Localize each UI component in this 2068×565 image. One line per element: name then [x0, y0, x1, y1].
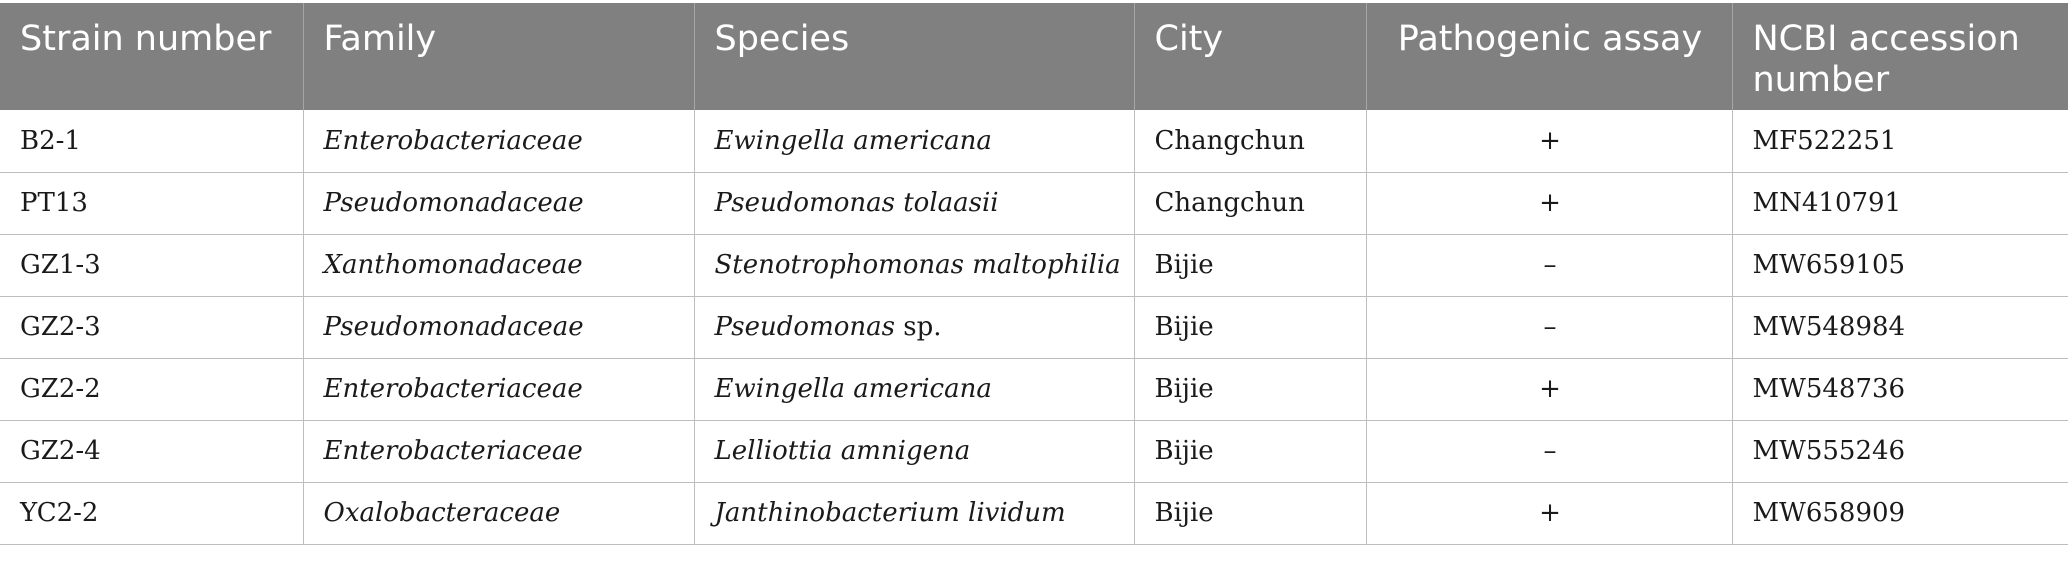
strain-table-container: Strain number Family Species City Pathog…	[0, 3, 2068, 545]
accession-cell: MF522251	[1732, 110, 2068, 173]
pathogenic-cell: +	[1366, 482, 1733, 545]
table-row: PT13 Pseudomonadaceae Pseudomonas tolaas…	[0, 172, 2068, 235]
species-name: Ewingella americana	[714, 125, 992, 156]
strain-cell: PT13	[0, 172, 304, 235]
strain-cell: YC2-2	[0, 482, 304, 545]
table-row: GZ1-3 Xanthomonadaceae Stenotrophomonas …	[0, 234, 2068, 297]
table-body: B2-1 Enterobacteriaceae Ewingella americ…	[0, 110, 2068, 545]
city-cell: Bijie	[1134, 234, 1367, 297]
header-ncbi-accession: NCBI accession number	[1732, 3, 2068, 110]
species-cell: Pseudomonas sp.	[694, 296, 1135, 359]
city-cell: Bijie	[1134, 358, 1367, 421]
accession-cell: MW555246	[1732, 420, 2068, 483]
species-cell: Lelliottia amnigena	[694, 420, 1135, 483]
table-row: YC2-2 Oxalobacteraceae Janthinobacterium…	[0, 482, 2068, 545]
table-row: GZ2-2 Enterobacteriaceae Ewingella ameri…	[0, 358, 2068, 421]
species-cell: Pseudomonas tolaasii	[694, 172, 1135, 235]
species-cell: Ewingella americana	[694, 110, 1135, 173]
accession-cell: MW659105	[1732, 234, 2068, 297]
pathogenic-cell: +	[1366, 172, 1733, 235]
city-cell: Bijie	[1134, 420, 1367, 483]
header-species: Species	[694, 3, 1135, 110]
table-row: B2-1 Enterobacteriaceae Ewingella americ…	[0, 110, 2068, 173]
family-cell: Oxalobacteraceae	[303, 482, 695, 545]
species-cell: Janthinobacterium lividum	[694, 482, 1135, 545]
species-name: Ewingella americana	[714, 374, 992, 404]
pathogenic-cell: +	[1366, 110, 1733, 173]
family-cell: Enterobacteriaceae	[303, 358, 695, 421]
header-city: City	[1134, 3, 1367, 110]
family-cell: Xanthomonadaceae	[303, 234, 695, 297]
strain-cell: GZ2-3	[0, 296, 304, 359]
table-header: Strain number Family Species City Pathog…	[0, 3, 2068, 110]
strain-cell: GZ1-3	[0, 234, 304, 297]
header-strain-number: Strain number	[0, 3, 304, 110]
accession-cell: MW548736	[1732, 358, 2068, 421]
family-cell: Enterobacteriaceae	[303, 110, 695, 173]
strain-table: Strain number Family Species City Pathog…	[0, 3, 2068, 545]
city-cell: Changchun	[1134, 172, 1367, 235]
family-cell: Enterobacteriaceae	[303, 420, 695, 483]
header-family: Family	[303, 3, 695, 110]
header-row: Strain number Family Species City Pathog…	[0, 3, 2068, 110]
species-name: Pseudomonas	[714, 312, 895, 342]
strain-cell: B2-1	[0, 110, 304, 173]
species-name: Lelliottia amnigena	[714, 436, 971, 466]
species-name: Pseudomonas tolaasii	[714, 188, 999, 218]
strain-cell: GZ2-2	[0, 358, 304, 421]
species-cell: Ewingella americana	[694, 358, 1135, 421]
pathogenic-cell: –	[1366, 420, 1733, 483]
accession-cell: MW548984	[1732, 296, 2068, 359]
header-pathogenic-assay: Pathogenic assay	[1366, 3, 1733, 110]
species-suffix: sp.	[894, 312, 942, 342]
accession-cell: MW658909	[1732, 482, 2068, 545]
species-name: Stenotrophomonas maltophilia	[714, 250, 1121, 280]
city-cell: Bijie	[1134, 296, 1367, 359]
family-cell: Pseudomonadaceae	[303, 172, 695, 235]
pathogenic-cell: +	[1366, 358, 1733, 421]
strain-cell: GZ2-4	[0, 420, 304, 483]
pathogenic-cell: –	[1366, 234, 1733, 297]
family-cell: Pseudomonadaceae	[303, 296, 695, 359]
city-cell: Changchun	[1134, 110, 1367, 173]
city-cell: Bijie	[1134, 482, 1367, 545]
table-row: GZ2-3 Pseudomonadaceae Pseudomonas sp. B…	[0, 296, 2068, 359]
accession-cell: MN410791	[1732, 172, 2068, 235]
pathogenic-cell: –	[1366, 296, 1733, 359]
species-cell: Stenotrophomonas maltophilia	[694, 234, 1135, 297]
table-row: GZ2-4 Enterobacteriaceae Lelliottia amni…	[0, 420, 2068, 483]
species-name: Janthinobacterium lividum	[714, 498, 1066, 528]
